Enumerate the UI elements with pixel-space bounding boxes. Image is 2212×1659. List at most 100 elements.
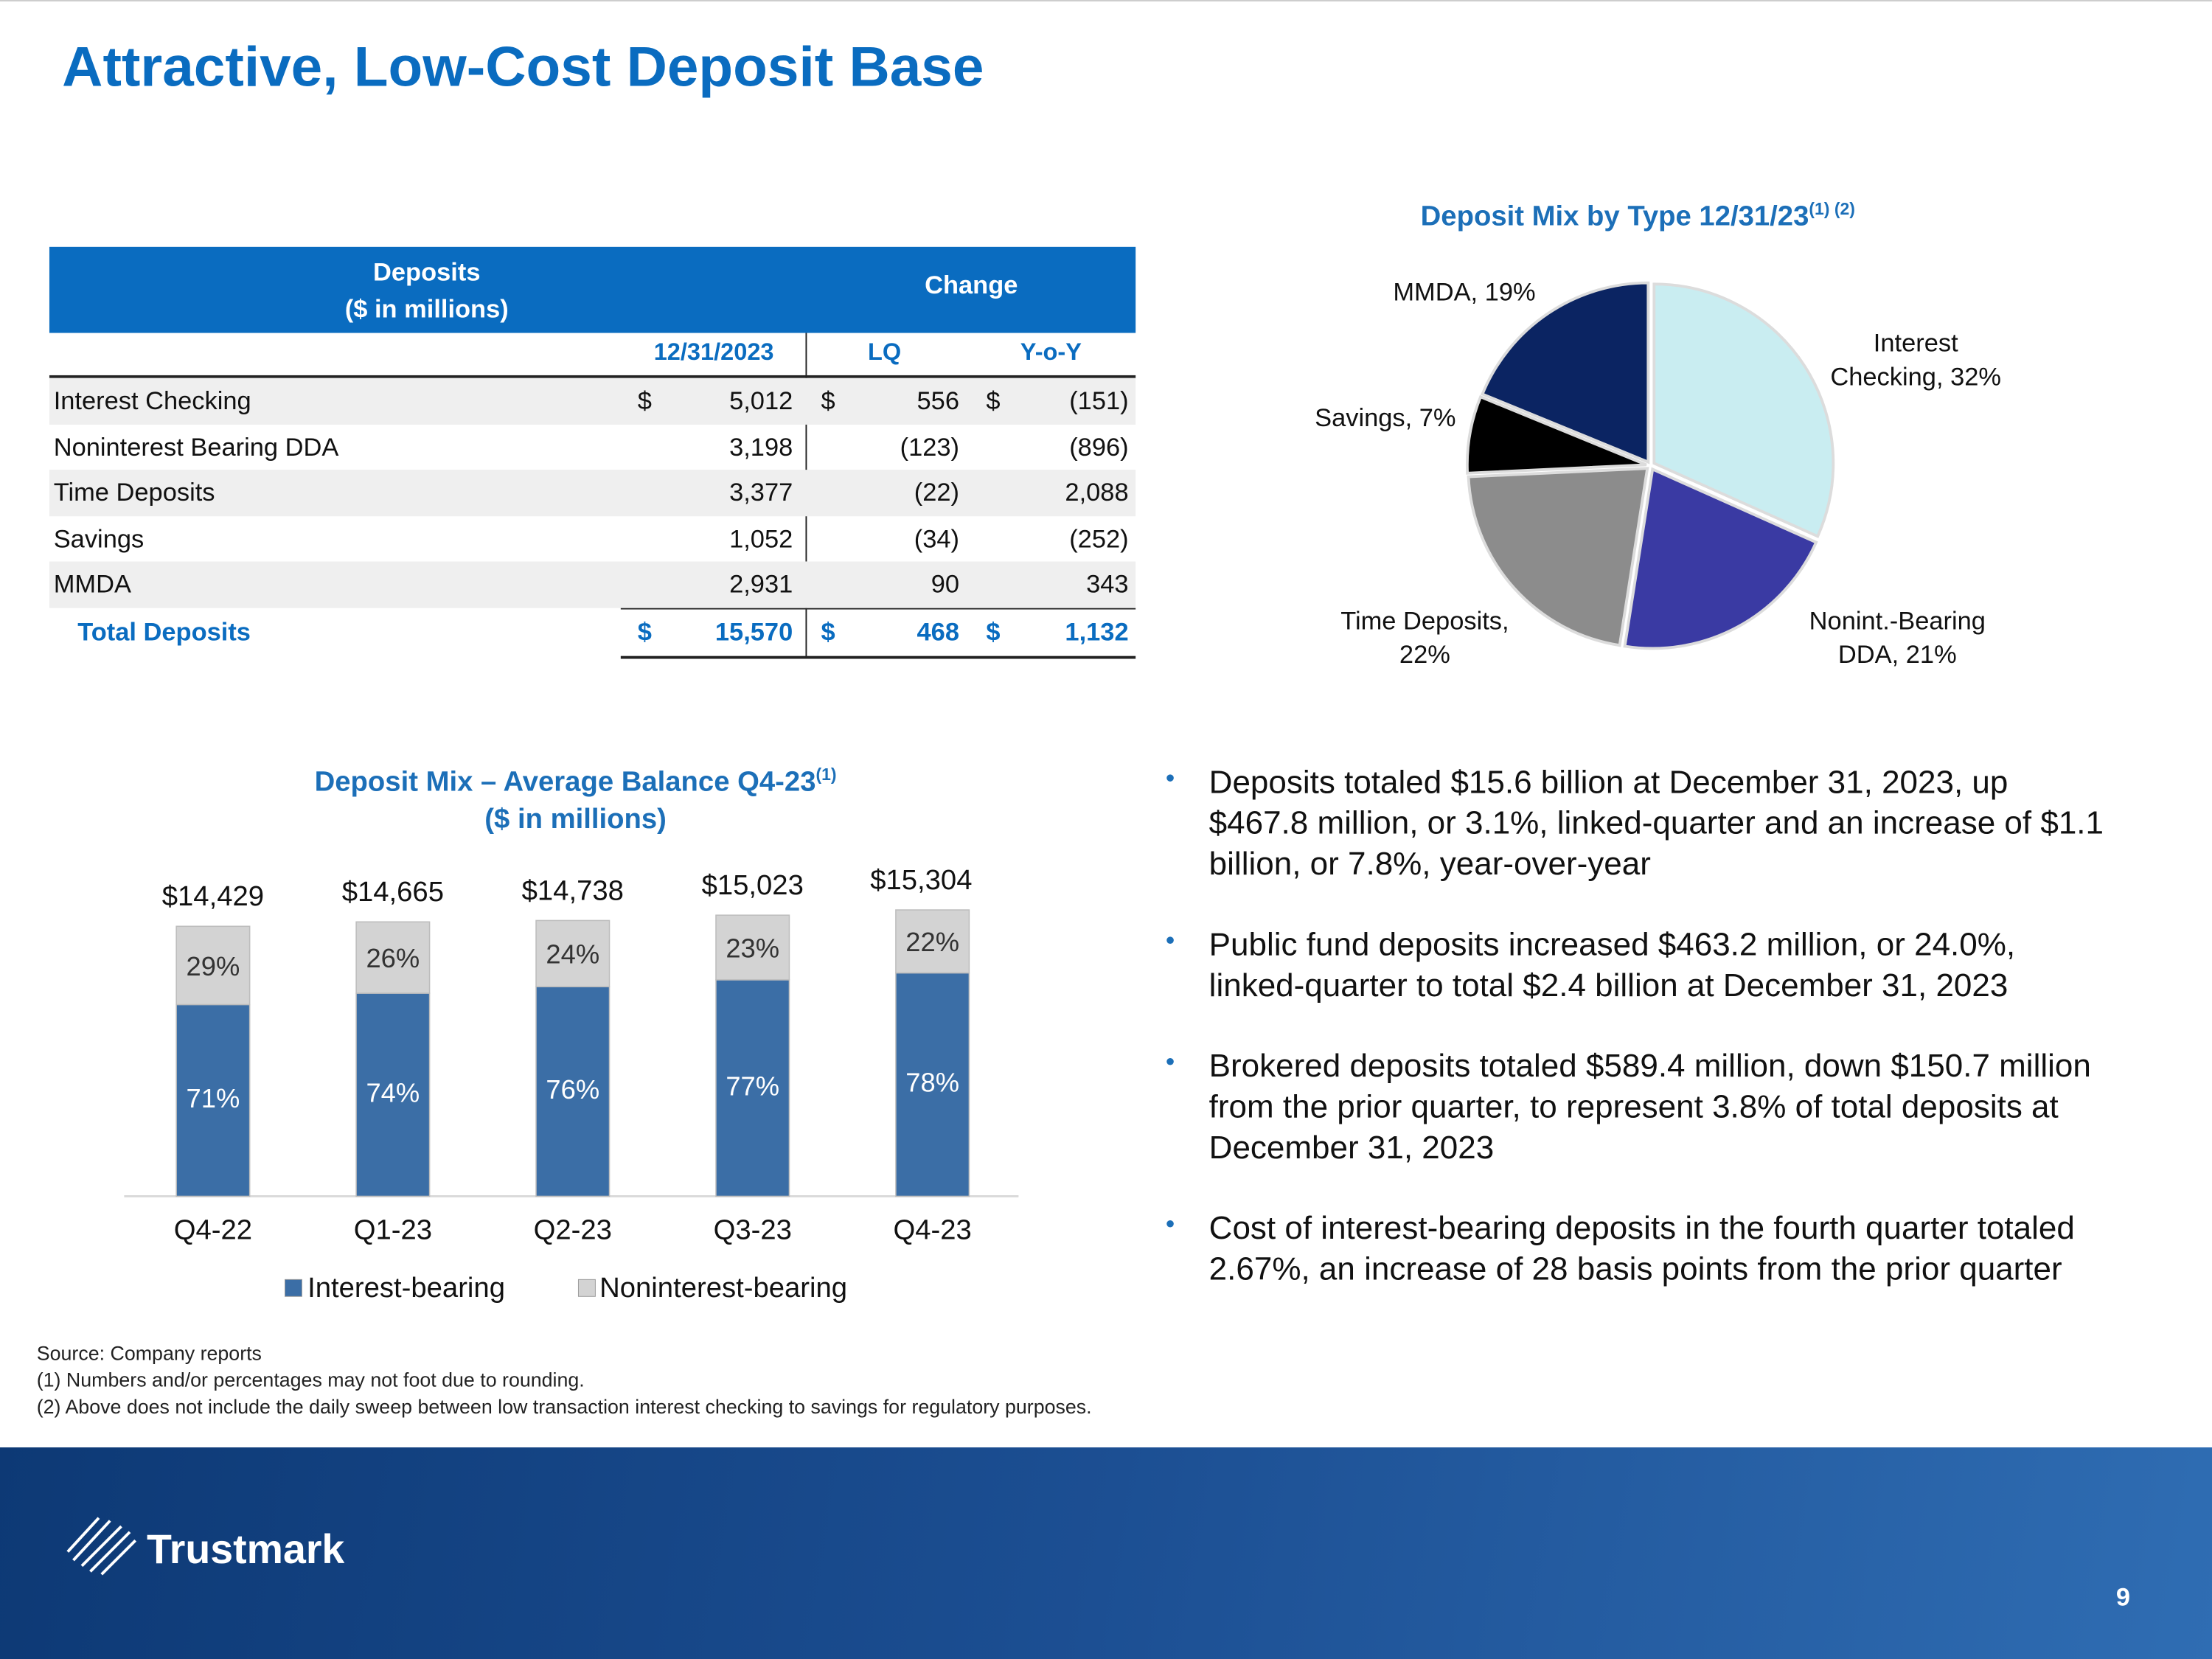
- bar-title: Deposit Mix – Average Balance Q4-23(1) ($…: [153, 757, 999, 838]
- total-label: $14,738: [522, 874, 624, 906]
- table-cell: 343: [1086, 570, 1129, 599]
- bullet-text: Brokered deposits totaled $589.4 million…: [1208, 1046, 2091, 1166]
- table-cell: 5,012: [729, 386, 793, 415]
- table-cell: Savings: [53, 524, 145, 553]
- total-rule-top: [620, 608, 1136, 610]
- pie-slice: [1652, 282, 1835, 538]
- segment-label: 78%: [905, 1068, 959, 1098]
- row-shade: [49, 562, 1136, 608]
- total-cell: 1,132: [1065, 618, 1129, 647]
- bar-segment: [535, 919, 611, 987]
- footnote: (2) Above does not include the daily swe…: [36, 1395, 1092, 1418]
- segment-label: 71%: [187, 1083, 240, 1113]
- total-cell: Total Deposits: [77, 618, 251, 647]
- footnote: Source: Company reports: [36, 1341, 262, 1365]
- header-change: Change: [925, 271, 1018, 299]
- table-cell: 3,377: [729, 478, 793, 507]
- table-cell: (123): [900, 432, 960, 461]
- row-shade: [49, 470, 1136, 516]
- table-cell: $: [821, 386, 835, 415]
- bar-segment: [355, 992, 431, 1197]
- header-yoy: Y-o-Y: [1020, 338, 1082, 366]
- slide-title: Attractive, Low-Cost Deposit Base: [62, 36, 984, 99]
- segment-label: 74%: [366, 1077, 420, 1107]
- top-rule: [0, 0, 2212, 1]
- segment-label: 29%: [187, 951, 240, 981]
- pie-label: Savings, 7%: [1315, 403, 1456, 432]
- x-tick-label: Q3-23: [714, 1214, 792, 1245]
- segment-label: 24%: [546, 939, 599, 970]
- total-cell: $: [986, 618, 1001, 647]
- legend-swatch: [285, 1279, 302, 1297]
- bar-segment: [895, 909, 970, 974]
- total-cell: $: [637, 618, 652, 647]
- table-cell: 3,198: [729, 432, 793, 461]
- header-rule: [49, 375, 1136, 378]
- legend-label: Noninterest-bearing: [599, 1272, 847, 1304]
- pie-slice: [1480, 281, 1650, 465]
- brand: Trustmark: [146, 1528, 345, 1573]
- total-cell: 468: [917, 618, 960, 647]
- pie-slice: [1623, 467, 1818, 650]
- total-label: $15,304: [870, 864, 972, 896]
- table-cell: (22): [914, 478, 960, 507]
- bullet-text: Public fund deposits increased $463.2 mi…: [1208, 925, 2016, 1004]
- bar-title-note: (1): [815, 764, 837, 785]
- table-cell: Noninterest Bearing DDA: [53, 432, 339, 461]
- bar-title-text: Deposit Mix – Average Balance Q4-23: [314, 767, 816, 799]
- table-cell: $: [637, 386, 652, 415]
- bar-segment: [535, 986, 611, 1197]
- segment-label: 76%: [546, 1074, 599, 1105]
- total-label: $14,665: [342, 876, 444, 908]
- table-cell: $: [986, 386, 1001, 415]
- table-cell: (896): [1069, 432, 1129, 461]
- table-cell: Time Deposits: [53, 478, 215, 507]
- pie-label: MMDA, 19%: [1393, 277, 1536, 307]
- total-label: $15,023: [702, 869, 804, 901]
- pie-title-text: Deposit Mix by Type 12/31/23: [1420, 201, 1809, 233]
- bar-subtitle: ($ in millions): [484, 803, 667, 835]
- x-tick-label: Q4-22: [174, 1214, 252, 1245]
- table-cell: 90: [931, 570, 960, 599]
- segment-label: 22%: [905, 927, 959, 957]
- pie-label: Nonint.-Bearing DDA, 21%: [1809, 606, 1986, 669]
- bullet-text: Cost of interest-bearing deposits in the…: [1208, 1208, 2075, 1287]
- bullet-dot: [1166, 1220, 1174, 1228]
- row-shade: [49, 378, 1136, 425]
- header-deposits: Deposits ($ in millions): [49, 254, 804, 327]
- pie-title: Deposit Mix by Type 12/31/23(1) (2): [1421, 199, 1855, 234]
- total-rule-bottom: [620, 655, 1136, 659]
- total-cell: 15,570: [714, 618, 793, 647]
- bar-segment: [895, 972, 970, 1197]
- bar-segment: [355, 921, 431, 994]
- pie-slice: [1465, 394, 1647, 475]
- table-cell: Interest Checking: [53, 386, 251, 415]
- table-cell: (252): [1069, 524, 1129, 553]
- bullet-dot: [1166, 1057, 1174, 1065]
- bar-segment: [175, 1004, 251, 1197]
- table-cell: 2,088: [1065, 478, 1129, 507]
- segment-label: 77%: [726, 1071, 779, 1101]
- pie-slice: [1467, 467, 1649, 647]
- footnote: (1) Numbers and/or percentages may not f…: [36, 1368, 585, 1391]
- x-tick-label: Q1-23: [354, 1214, 432, 1245]
- table-cell: MMDA: [53, 570, 131, 599]
- bar-segment: [715, 914, 790, 981]
- table-cell: 556: [917, 386, 960, 415]
- bar-segment: [175, 925, 251, 1006]
- pie-title-note: (1) (2): [1809, 198, 1855, 219]
- bullet-text: Deposits totaled $15.6 billion at Decemb…: [1208, 763, 2104, 882]
- header-units: ($ in millions): [344, 294, 509, 324]
- legend-label: Interest-bearing: [307, 1272, 505, 1304]
- table-header-band: [49, 246, 1136, 333]
- header-date: 12/31/2023: [653, 338, 774, 366]
- page-number: 9: [2115, 1582, 2131, 1611]
- table-cell: (34): [914, 524, 960, 553]
- pie-label: Time Deposits, 22%: [1340, 606, 1509, 669]
- segment-label: 26%: [366, 943, 420, 973]
- table-cell: (151): [1069, 386, 1129, 415]
- bullet-dot: [1166, 774, 1174, 782]
